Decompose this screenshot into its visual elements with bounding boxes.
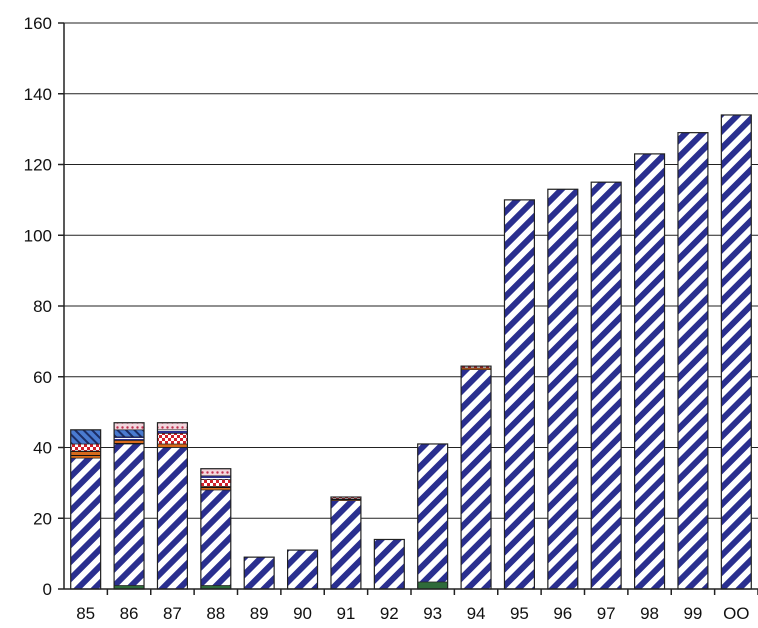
bar-segment-navy-diagonal-hatch [330,500,362,590]
y-tick-label: 140 [24,85,52,104]
y-tick-label: 20 [33,509,52,528]
y-tick-label: 120 [24,156,52,175]
bar-segment-navy-diagonal-hatch [200,489,232,586]
bar-segment-navy-stripe [157,429,188,434]
y-tick-label: 160 [24,14,52,33]
bar-segment-navy-diagonal-hatch [157,447,188,590]
y-tick-label: 100 [24,226,52,245]
bar-segment-blue-crosshatch [113,429,145,438]
bar-segment-dark-green [417,581,448,590]
bar-segment-pink-dots [200,468,232,477]
y-tick-label: 60 [33,368,52,387]
bar-segment-navy-diagonal-hatch [243,556,275,590]
x-tick-label: OO [723,604,749,623]
x-tick-label: 94 [467,604,486,623]
bar-segment-navy-diagonal-hatch [113,443,145,586]
bar-segment-red-checker [157,433,188,445]
bar-segment-navy-diagonal-hatch [634,153,665,590]
bar-segment-navy-diagonal-hatch [590,181,622,590]
tick-labels: 0 20 40 60 80 100 120 140 160 85 86 87 88 89 90 91 92 93 9… [24,14,750,623]
bar-segment-red-checker [70,443,101,452]
x-tick-label: 99 [683,604,702,623]
bars [70,114,752,590]
axes [58,22,758,595]
y-tick-label: 40 [33,439,52,458]
bar-segment-navy-diagonal-hatch [504,199,535,590]
bar-segment-navy-diagonal-hatch [417,443,448,583]
bar-segment-pink-dots [157,422,188,431]
bar-segment-navy-diagonal-hatch [547,188,579,590]
x-tick-label: 89 [250,604,269,623]
x-tick-label: 95 [510,604,529,623]
bar-segment-orange-black [113,440,145,445]
bar-segment-red-checker [200,479,232,487]
x-tick-label: 92 [380,604,399,623]
x-tick-label: 96 [553,604,572,623]
x-tick-label: 98 [640,604,659,623]
bar-segment-blue-crosshatch [70,429,101,445]
bar-segment-navy-diagonal-hatch [287,549,318,590]
bar-segment-navy-diagonal-hatch [721,114,752,590]
x-tick-label: 87 [163,604,182,623]
bar-segment-navy-stripe [200,475,232,480]
bar-segment-navy-stripe [113,436,145,441]
bar-segment-pink-dots [113,422,145,431]
x-tick-label: 88 [206,604,225,623]
bar-segment-navy-diagonal-hatch [677,132,709,590]
x-tick-label: 86 [120,604,139,623]
y-tick-label: 80 [33,297,52,316]
bar-segment-orange-black [70,450,101,459]
bar-segment-orange-black [200,486,232,491]
x-tick-label: 97 [597,604,616,623]
bar-segment-navy-diagonal-hatch [460,369,492,590]
x-tick-label: 90 [293,604,312,623]
bar-segment-navy-diagonal-hatch [70,457,101,590]
x-tick-label: 91 [336,604,355,623]
x-tick-label: 93 [423,604,442,623]
bar-segment-orange-black [157,443,188,448]
y-tick-label: 0 [43,580,52,599]
x-tick-label: 85 [76,604,95,623]
bar-segment-navy-diagonal-hatch [374,539,405,590]
